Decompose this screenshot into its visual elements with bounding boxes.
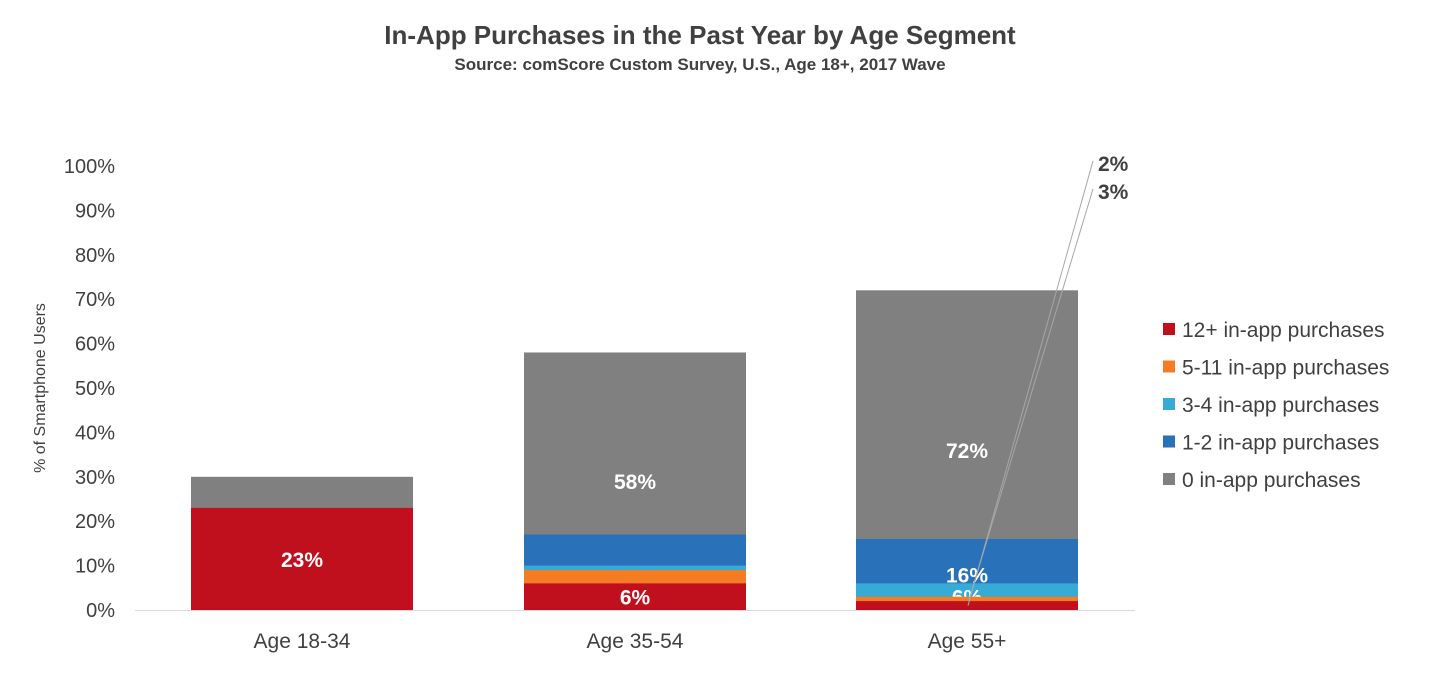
legend-label: 1-2 in-app purchases xyxy=(1182,432,1379,455)
legend-swatch xyxy=(1163,398,1175,410)
data-label: 6% xyxy=(620,587,651,610)
y-tick-label: 50% xyxy=(75,378,115,400)
y-tick-label: 0% xyxy=(86,600,115,622)
legend-label: 5-11 in-app purchases xyxy=(1182,357,1389,380)
data-label: 3% xyxy=(1098,181,1129,204)
legend-item: 5-11 in-app purchases xyxy=(1163,357,1389,380)
legend-label: 0 in-app purchases xyxy=(1182,469,1361,492)
legend-label: 12+ in-app purchases xyxy=(1182,319,1385,342)
y-tick-label: 60% xyxy=(75,334,115,356)
legend-item: 12+ in-app purchases xyxy=(1163,319,1385,342)
data-label: 72% xyxy=(946,440,988,463)
chart-title: In-App Purchases in the Past Year by Age… xyxy=(384,20,1016,50)
y-tick-label: 30% xyxy=(75,467,115,489)
y-tick-label: 20% xyxy=(75,511,115,533)
y-tick-label: 80% xyxy=(75,245,115,267)
x-tick-label: Age 35-54 xyxy=(587,630,684,653)
y-tick-label: 100% xyxy=(64,156,115,178)
legend-item: 0 in-app purchases xyxy=(1163,469,1361,492)
y-tick-label: 10% xyxy=(75,556,115,578)
y-axis-label: % of Smartphone Users xyxy=(32,303,49,473)
legend-swatch xyxy=(1163,435,1175,448)
legend-swatch xyxy=(1163,360,1175,373)
data-label: 2% xyxy=(1098,153,1129,176)
y-tick-label: 70% xyxy=(75,289,115,311)
legend-label: 3-4 in-app purchases xyxy=(1182,394,1379,417)
data-label: 23% xyxy=(281,549,323,572)
x-tick-label: Age 18-34 xyxy=(254,630,351,653)
legend-item: 1-2 in-app purchases xyxy=(1163,432,1379,455)
legend-swatch xyxy=(1163,323,1175,335)
y-tick-label: 90% xyxy=(75,200,115,222)
x-tick-label: Age 55+ xyxy=(928,630,1007,653)
bar-segment xyxy=(524,583,746,610)
leader-line xyxy=(967,160,1094,606)
bar-segment xyxy=(856,601,1078,610)
chart-subtitle: Source: comScore Custom Survey, U.S., Ag… xyxy=(454,55,946,74)
legend-swatch xyxy=(1163,473,1175,485)
legend-item: 3-4 in-app purchases xyxy=(1163,394,1379,417)
bar-segment xyxy=(191,507,413,610)
leader-line xyxy=(967,188,1094,604)
data-label: 58% xyxy=(614,471,656,494)
y-tick-label: 40% xyxy=(75,422,115,444)
